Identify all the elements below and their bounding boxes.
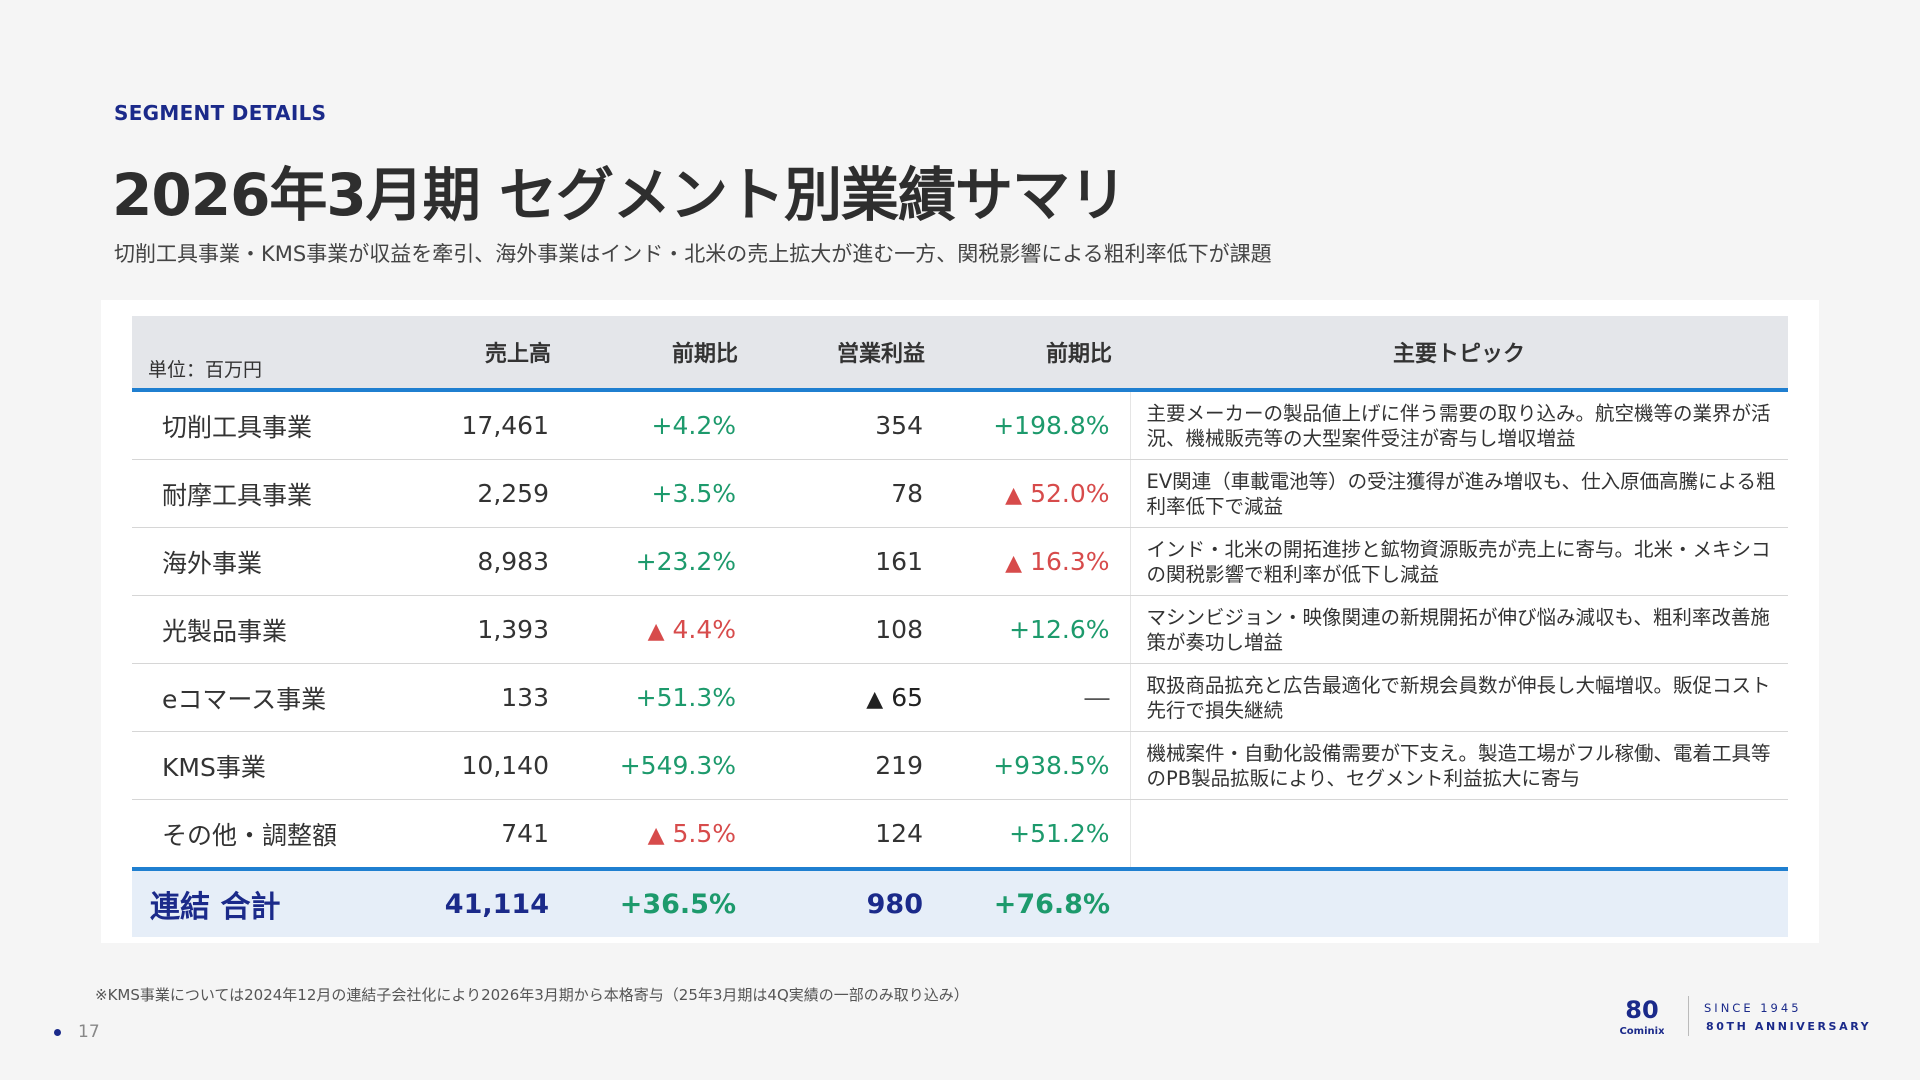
op-profit-value: 65 — [891, 683, 923, 712]
sales-yoy-cell: ▲ 5.5% — [569, 799, 756, 870]
logo-brand-text: Cominix — [1620, 1026, 1664, 1037]
sales-value: 8,983 — [379, 527, 569, 596]
segment-table: 単位：百万円 売上高 前期比 営業利益 前期比 主要トピック 切削工具事業 17… — [132, 316, 1788, 937]
table-row: 光製品事業 1,393 ▲ 4.4% 108 +12.6% マシンビジョン・映像関… — [132, 595, 1788, 664]
table-row: eコマース事業 133 +51.3% ▲ 65 ― 取扱商品拡充と広告最適化で新規… — [132, 663, 1788, 732]
op-yoy-cell: ▲ 52.0% — [943, 459, 1130, 528]
page-number: 17 — [78, 1022, 100, 1042]
header-sales: 売上高 — [379, 316, 569, 392]
unit-label: 単位：百万円 — [132, 316, 379, 392]
topic-text: EV関連（車載電池等）の受注獲得が進み増収も、仕入原価高騰による粗利率低下で減益 — [1129, 459, 1788, 528]
sales-value: 17,461 — [379, 390, 569, 460]
footnote: ※KMS事業については2024年12月の連結子会社化により2026年3月期から本… — [95, 986, 969, 1004]
segment-name: 海外事業 — [132, 527, 379, 596]
sales-yoy-value: 4.4% — [672, 615, 736, 644]
op-yoy-value: 52.0% — [1030, 479, 1110, 508]
total-sales: 41,114 — [379, 867, 569, 937]
page-dot-icon — [54, 1029, 61, 1036]
segment-name: 光製品事業 — [132, 595, 379, 664]
sales-yoy-value: +3.5% — [569, 459, 756, 528]
table-row: 海外事業 8,983 +23.2% 161 ▲ 16.3% インド・北米の開拓進捗… — [132, 527, 1788, 596]
op-yoy-value: +198.8% — [943, 390, 1130, 460]
sales-yoy-cell: ▲ 4.4% — [569, 595, 756, 664]
op-profit-value: 124 — [756, 799, 943, 870]
topic-text: 主要メーカーの製品値上げに伴う需要の取り込み。航空機等の業界が活況、機械販売等の… — [1129, 390, 1788, 460]
since-label: SINCE 1945 — [1704, 1001, 1802, 1015]
sales-yoy-value: +549.3% — [569, 731, 756, 800]
segment-name: eコマース事業 — [132, 663, 379, 732]
segment-name: 切削工具事業 — [132, 390, 379, 460]
op-profit-cell: ▲ 65 — [756, 663, 943, 732]
sales-value: 133 — [379, 663, 569, 732]
loss-triangle-icon: ▲ — [866, 687, 884, 712]
op-yoy-value: +51.2% — [943, 799, 1130, 870]
section-eyebrow: SEGMENT DETAILS — [114, 101, 327, 125]
op-yoy-cell: ▲ 16.3% — [943, 527, 1130, 596]
header-sales-yoy: 前期比 — [569, 316, 756, 392]
header-op-yoy: 前期比 — [943, 316, 1130, 392]
sales-value: 10,140 — [379, 731, 569, 800]
op-profit-value: 78 — [756, 459, 943, 528]
topic-text: 取扱商品拡充と広告最適化で新規会員数が伸長し大幅増収。販促コスト先行で損失継続 — [1129, 663, 1788, 732]
anniversary-logo-icon: 80 Cominix — [1620, 996, 1664, 1037]
header-op-profit: 営業利益 — [756, 316, 943, 392]
op-profit-value: 161 — [756, 527, 943, 596]
sales-yoy-value: +23.2% — [569, 527, 756, 596]
sales-value: 741 — [379, 799, 569, 870]
decrease-triangle-icon: ▲ — [1005, 551, 1023, 576]
sales-value: 2,259 — [379, 459, 569, 528]
op-profit-value: 354 — [756, 390, 943, 460]
logo-mark-text: 80 — [1625, 996, 1658, 1024]
table-header-row: 単位：百万円 売上高 前期比 営業利益 前期比 主要トピック — [132, 316, 1788, 392]
header-topic: 主要トピック — [1130, 316, 1788, 392]
anniversary-label: 80TH ANNIVERSARY — [1706, 1020, 1872, 1033]
topic-text: 機械案件・自動化設備需要が下支え。製造工場がフル稼働、電着工具等のPB製品拡販に… — [1129, 731, 1788, 800]
logo-divider — [1688, 996, 1689, 1036]
total-label: 連結 合計 — [132, 867, 379, 937]
page-subtitle: 切削工具事業・KMS事業が収益を牽引、海外事業はインド・北米の売上拡大が進む一方… — [114, 242, 1272, 266]
sales-yoy-value: +51.3% — [569, 663, 756, 732]
decrease-triangle-icon: ▲ — [647, 823, 665, 848]
topic-text — [1129, 799, 1788, 870]
table-row: 耐摩工具事業 2,259 +3.5% 78 ▲ 52.0% EV関連（車載電池等）… — [132, 459, 1788, 528]
decrease-triangle-icon: ▲ — [1005, 483, 1023, 508]
op-yoy-value: +12.6% — [943, 595, 1130, 664]
total-topic-empty — [1130, 867, 1788, 937]
segment-name: その他・調整額 — [132, 799, 379, 870]
segment-name: KMS事業 — [132, 731, 379, 800]
sales-yoy-value: 5.5% — [672, 819, 736, 848]
decrease-triangle-icon: ▲ — [647, 619, 665, 644]
total-row: 連結 合計 41,114 +36.5% 980 +76.8% — [132, 867, 1788, 937]
table-row: 切削工具事業 17,461 +4.2% 354 +198.8% 主要メーカーの製… — [132, 390, 1788, 460]
total-op-yoy: +76.8% — [943, 867, 1130, 937]
op-profit-value: 219 — [756, 731, 943, 800]
topic-text: マシンビジョン・映像関連の新規開拓が伸び悩み減収も、粗利率改善施策が奏功し増益 — [1129, 595, 1788, 664]
table-card: 単位：百万円 売上高 前期比 営業利益 前期比 主要トピック 切削工具事業 17… — [101, 300, 1819, 943]
table-row: KMS事業 10,140 +549.3% 219 +938.5% 機械案件・自動… — [132, 731, 1788, 800]
topic-text: インド・北米の開拓進捗と鉱物資源販売が売上に寄与。北米・メキシコの関税影響で粗利… — [1129, 527, 1788, 596]
sales-yoy-value: +4.2% — [569, 390, 756, 460]
op-profit-value: 108 — [756, 595, 943, 664]
total-sales-yoy: +36.5% — [569, 867, 756, 937]
op-yoy-value: ― — [943, 663, 1130, 732]
op-yoy-value: +938.5% — [943, 731, 1130, 800]
segment-name: 耐摩工具事業 — [132, 459, 379, 528]
total-op-profit: 980 — [756, 867, 943, 937]
sales-value: 1,393 — [379, 595, 569, 664]
op-yoy-value: 16.3% — [1030, 547, 1110, 576]
page-title: 2026年3月期 セグメント別業績サマリ — [112, 161, 1127, 229]
table-row: その他・調整額 741 ▲ 5.5% 124 +51.2% — [132, 799, 1788, 870]
